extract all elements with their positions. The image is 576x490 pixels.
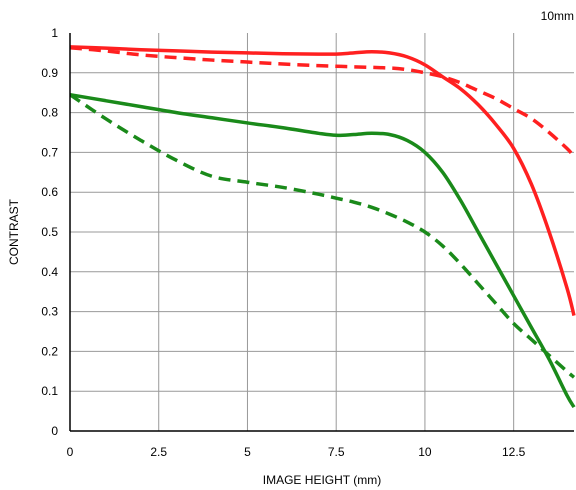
series-line-green-dashed [70,93,576,379]
y-tick-label: 0.1 [41,384,58,398]
focal-length-annotation: 10mm [541,9,574,23]
x-tick-label: 5 [244,445,251,459]
x-tick-label: 2.5 [150,445,167,459]
series-layer [70,45,576,409]
y-tick-label: 0.9 [41,66,58,80]
y-tick-label: 0 [51,424,58,438]
y-tick-label: 0.8 [41,106,58,120]
x-axis-title: IMAGE HEIGHT (mm) [263,473,381,487]
series-line-red-dashed [70,45,576,158]
tick-layer: 00.10.20.30.40.50.60.70.80.910 2.5 5 7.5 10 1… [41,26,525,459]
frame-layer [69,33,574,432]
x-tick-label: 7.5 [328,445,345,459]
series-line-red-solid [70,45,576,317]
x-tick-label: 12.5 [502,445,526,459]
y-tick-label: 0.4 [41,265,58,279]
y-tick-label: 0.6 [41,185,58,199]
y-tick-label: 0.2 [41,344,58,358]
y-tick-label: 0.5 [41,225,58,239]
y-axis-title: CONTRAST [7,198,21,265]
y-tick-label: 1 [51,26,58,40]
y-tick-label: 0.3 [41,305,58,319]
grid-layer [70,33,574,431]
x-tick-label: 10 [418,445,432,459]
series-line-green-solid [70,92,576,409]
y-tick-label: 0.7 [41,145,58,159]
x-tick-label: 0 [67,445,74,459]
